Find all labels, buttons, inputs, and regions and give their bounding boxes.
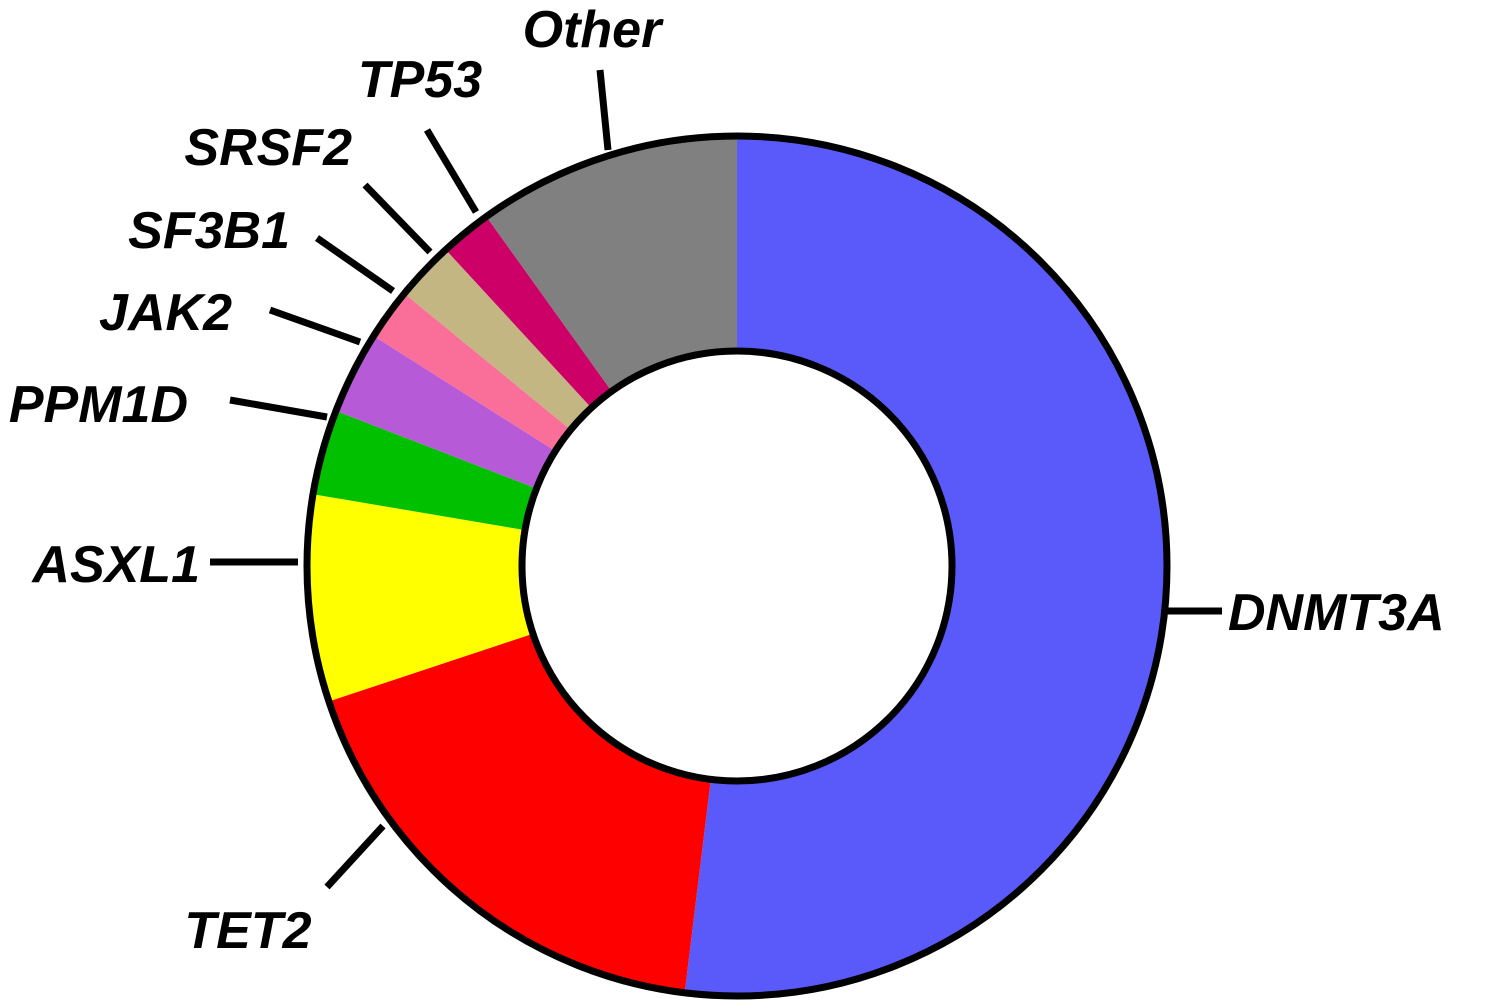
leader-line-jak2 (268, 306, 362, 346)
label-tet2: TET2 (184, 902, 311, 960)
slice-srsf2 (404, 249, 592, 430)
label-dnmt3a: DNMT3A (1228, 584, 1445, 642)
label-tp53: TP53 (358, 51, 482, 109)
slice-sf3b1 (373, 293, 571, 452)
label-other: Other (523, 1, 664, 59)
label-sf3b1: SF3B1 (128, 202, 290, 260)
slice-ppm1d (313, 410, 537, 531)
label-asxl1: ASXL1 (30, 536, 200, 594)
slice-jak2 (335, 336, 556, 489)
label-ppm1d: PPM1D (9, 376, 188, 434)
slice-asxl1 (307, 494, 533, 702)
label-leader-lines (210, 69, 1222, 890)
label-srsf2: SRSF2 (184, 119, 352, 177)
slice-dnmt3a (684, 136, 1168, 996)
label-jak2: JAK2 (99, 284, 232, 342)
leader-line-tp53 (423, 128, 480, 214)
leader-line-srsf2 (362, 182, 433, 255)
slice-tp53 (445, 216, 612, 408)
leader-line-tet2 (324, 823, 386, 890)
leader-line-other (596, 69, 612, 151)
slice-tet2 (328, 633, 711, 993)
donut-outer-outline (303, 132, 1171, 1000)
donut-inner-outline (518, 347, 956, 785)
leader-line-sf3b1 (314, 235, 396, 294)
leader-line-ppm1d (229, 396, 328, 421)
donut-slices (307, 136, 1168, 996)
slice-other (486, 136, 737, 392)
